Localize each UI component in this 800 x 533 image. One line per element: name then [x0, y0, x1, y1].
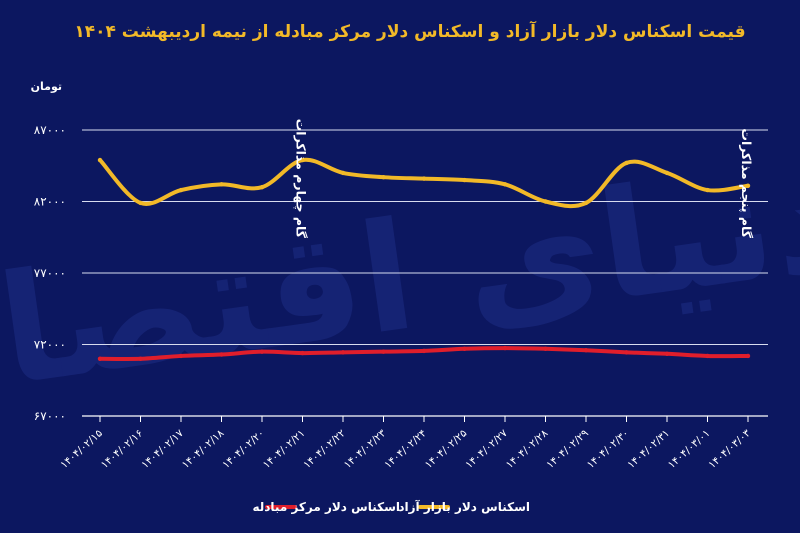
legend-label-1: اسکناس دلار مرکز مبادله [252, 500, 400, 514]
chart-title: قیمت اسکناس دلار بازار آزاد و اسکناس دلا… [74, 22, 746, 42]
legend-label-0: اسکناس دلار بازار آزاد [398, 499, 530, 514]
data-point [381, 349, 386, 354]
data-point [138, 200, 143, 206]
x-tick-label: ۱۴۰۴/۰۲/۲۳ [342, 427, 389, 471]
data-point [138, 356, 143, 361]
watermark: دنیای اقتصاد [0, 128, 800, 430]
y-tick-label: ۷۷۰۰۰ [34, 266, 66, 280]
data-point [745, 183, 751, 188]
data-point [543, 346, 548, 351]
data-point [583, 348, 589, 353]
x-tick-label: ۱۴۰۴/۰۲/۱۵ [58, 427, 105, 471]
data-point [705, 353, 710, 359]
data-point [340, 170, 346, 176]
data-point [219, 182, 224, 187]
data-point [421, 176, 427, 181]
data-point [381, 174, 386, 180]
data-point [745, 353, 751, 359]
data-point [705, 187, 710, 193]
x-tick-label: ۱۴۰۴/۰۲/۱۸ [180, 427, 227, 471]
x-tick-label: ۱۴۰۴/۰۲/۱۶ [99, 427, 146, 471]
data-point [178, 353, 184, 359]
data-point [97, 356, 103, 361]
x-tick-label: ۱۴۰۴/۰۲/۱۷ [139, 427, 186, 471]
x-tick-label: ۱۴۰۴/۰۳/۰۱ [666, 427, 713, 471]
data-point [543, 199, 548, 204]
data-point [583, 200, 589, 206]
x-tick-label: ۱۴۰۴/۰۲/۲۷ [463, 427, 510, 471]
x-tick-label: ۱۴۰۴/۰۳/۰۳ [706, 427, 753, 471]
x-tick-label: ۱۴۰۴/۰۲/۲۱ [261, 427, 308, 471]
data-point [462, 177, 467, 183]
x-tick-label: ۱۴۰۴/۰۲/۲۲ [301, 427, 348, 471]
data-point [502, 345, 508, 351]
annotation-1: گام چهارم مذاکرات [293, 119, 309, 239]
data-point [219, 352, 224, 357]
y-tick-label: ۸۷۰۰۰ [34, 123, 66, 137]
x-tick-label: ۱۴۰۴/۰۲/۲۴ [382, 427, 429, 471]
data-point [259, 185, 265, 190]
data-point [664, 170, 670, 176]
y-axis-label: تومان [31, 80, 62, 93]
annotation-2: گام پنجم مذاکرات [738, 128, 754, 238]
y-tick-label: ۷۲۰۰۰ [34, 338, 66, 352]
data-point [97, 157, 103, 163]
x-tick-label: ۱۴۰۴/۰۲/۲۸ [504, 427, 551, 471]
data-point [178, 187, 184, 193]
x-tick-label: ۱۴۰۴/۰۲/۳۱ [625, 427, 672, 471]
y-tick-label: ۶۷۰۰۰ [34, 409, 66, 423]
y-tick-label: ۸۲۰۰۰ [34, 195, 66, 209]
data-point [624, 160, 629, 166]
x-tick-label: ۱۴۰۴/۰۲/۲۹ [544, 427, 591, 471]
data-point [502, 182, 508, 187]
data-point [259, 349, 265, 354]
data-point [462, 346, 467, 351]
x-tick-label: ۱۴۰۴/۰۲/۳۰ [585, 427, 632, 471]
data-point [664, 351, 670, 356]
data-point [340, 350, 346, 355]
data-point [300, 350, 305, 356]
data-point [421, 348, 427, 354]
x-tick-label: ۱۴۰۴/۰۲/۲۵ [423, 427, 470, 471]
data-point [624, 350, 629, 355]
data-point [300, 157, 305, 163]
x-tick-label: ۱۴۰۴/۰۲/۲۰ [220, 427, 267, 471]
